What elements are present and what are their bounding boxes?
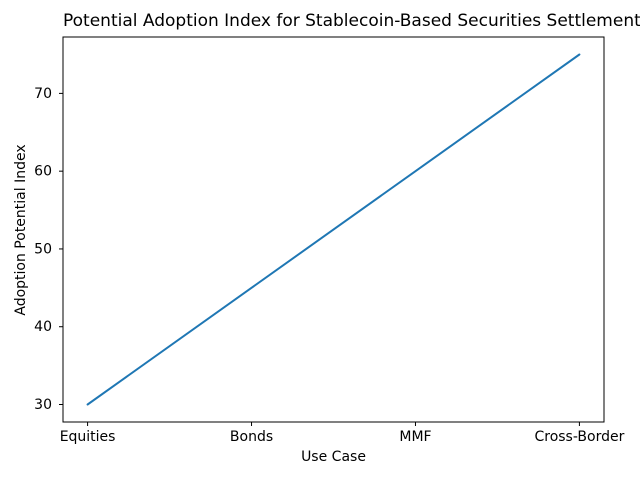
y-tick-label: 70 — [34, 86, 52, 102]
x-tick-label: Bonds — [230, 429, 273, 445]
y-tick-label: 60 — [34, 164, 52, 180]
y-tick-label: 30 — [34, 397, 52, 413]
chart-title: Potential Adoption Index for Stablecoin-… — [63, 11, 640, 31]
x-tick-label: Equities — [60, 429, 116, 445]
y-tick-label: 40 — [34, 319, 52, 335]
plot-border — [62, 36, 605, 423]
x-axis-label: Use Case — [301, 449, 366, 465]
data-line — [86, 53, 581, 406]
x-tick-label: Cross-Border — [534, 429, 624, 445]
x-tick-label: MMF — [399, 429, 431, 445]
y-tick-label: 50 — [34, 241, 52, 257]
